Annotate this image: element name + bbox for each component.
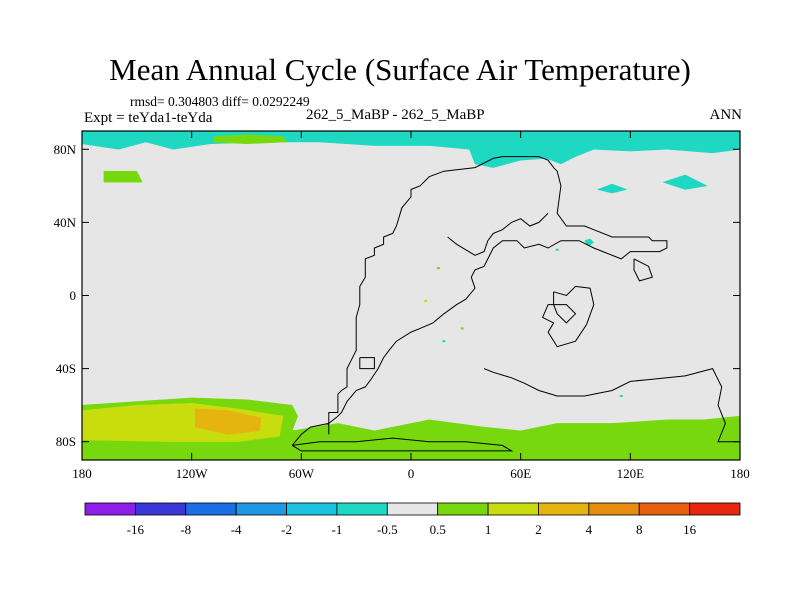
y-tick-label-0: 80N: [54, 142, 77, 157]
colorbar-label-8: 2: [535, 522, 542, 537]
coastlines: [291, 156, 740, 452]
colorbar-label-5: -0.5: [377, 522, 398, 537]
colorbar-bin-9: [538, 502, 590, 516]
colorbar-label-0: -16: [127, 522, 145, 537]
colorbar-bin-3: [235, 502, 287, 516]
colorbar-bin-1: [134, 502, 187, 516]
anomaly-spot-1: [424, 299, 428, 302]
colorbar-label-6: 0.5: [430, 522, 446, 537]
experiment-label: Expt = teYda1-teYda: [84, 110, 213, 126]
stats-text: rmsd= 0.304803 diff= 0.0292249: [130, 94, 310, 109]
colorbar-label-7: 1: [485, 522, 492, 537]
y-axis: 80N 40N 0 40S 80S: [54, 142, 740, 449]
colorbar-label-3: -2: [281, 522, 292, 537]
anomaly-region-4: [103, 170, 143, 183]
anomaly-spot-0: [436, 267, 440, 270]
y-tick-label-3: 40S: [56, 361, 76, 376]
colorbar: -16 -8 -4 -2 -1 -0.5 0.5 1 2 4 8 16: [84, 502, 741, 537]
coastline-south-polar: [291, 437, 514, 452]
coastline-west-land: [291, 156, 668, 446]
y-tick-label-1: 40N: [54, 215, 77, 230]
anomaly-spot-2: [460, 327, 464, 330]
x-tick-label-6: 180: [730, 466, 750, 481]
colorbar-label-10: 8: [636, 522, 643, 537]
season-label: ANN: [709, 107, 743, 123]
x-tick-label-1: 120W: [176, 466, 209, 481]
colorbar-label-1: -8: [180, 522, 191, 537]
anomaly-region-5: [213, 134, 288, 145]
colorbar-bin-10: [588, 502, 640, 516]
colorbar-bin-4: [286, 502, 338, 516]
x-tick-label-0: 180: [72, 466, 92, 481]
x-tick-label-4: 60E: [510, 466, 531, 481]
coastline-east-land: [447, 212, 549, 256]
y-tick-label-2: 0: [70, 288, 77, 303]
case-label: 262_5_MaBP - 262_5_MaBP: [306, 107, 485, 123]
colorbar-bin-12: [689, 502, 741, 516]
x-tick-label-2: 60W: [289, 466, 315, 481]
x-tick-label-5: 120E: [617, 466, 645, 481]
anomaly-regions: [82, 131, 740, 460]
colorbar-bin-0: [84, 502, 136, 516]
colorbar-bin-2: [185, 502, 237, 516]
colorbar-bin-8: [487, 502, 539, 516]
coastline-south-coast: [483, 368, 740, 443]
coastline-inner-lake: [541, 285, 595, 348]
y-tick-label-4: 80S: [56, 434, 76, 449]
anomaly-spot-3: [555, 248, 559, 251]
colorbar-label-9: 4: [586, 522, 593, 537]
anomaly-region-1: [662, 174, 708, 190]
coastline-island-east: [633, 258, 653, 282]
colorbar-bin-11: [638, 502, 691, 516]
x-tick-label-3: 0: [408, 466, 415, 481]
colorbar-bin-7: [437, 502, 489, 516]
colorbar-bin-6: [386, 502, 439, 516]
x-axis: 180 120W 60W 0 60E 120E 180: [72, 131, 750, 481]
colorbar-label-11: 16: [683, 522, 697, 537]
anomaly-spot-5: [619, 395, 623, 398]
anomaly-spot-4: [442, 340, 446, 343]
colorbar-label-4: -1: [332, 522, 343, 537]
anomaly-region-2: [596, 183, 628, 194]
coastline-lake-small: [359, 357, 375, 370]
anomaly-spots: [424, 248, 623, 398]
chart-title: Mean Annual Cycle (Surface Air Temperatu…: [109, 52, 691, 87]
anomaly-region-8: [195, 408, 262, 435]
colorbar-label-2: -4: [231, 522, 242, 537]
colorbar-bin-5: [336, 502, 388, 516]
